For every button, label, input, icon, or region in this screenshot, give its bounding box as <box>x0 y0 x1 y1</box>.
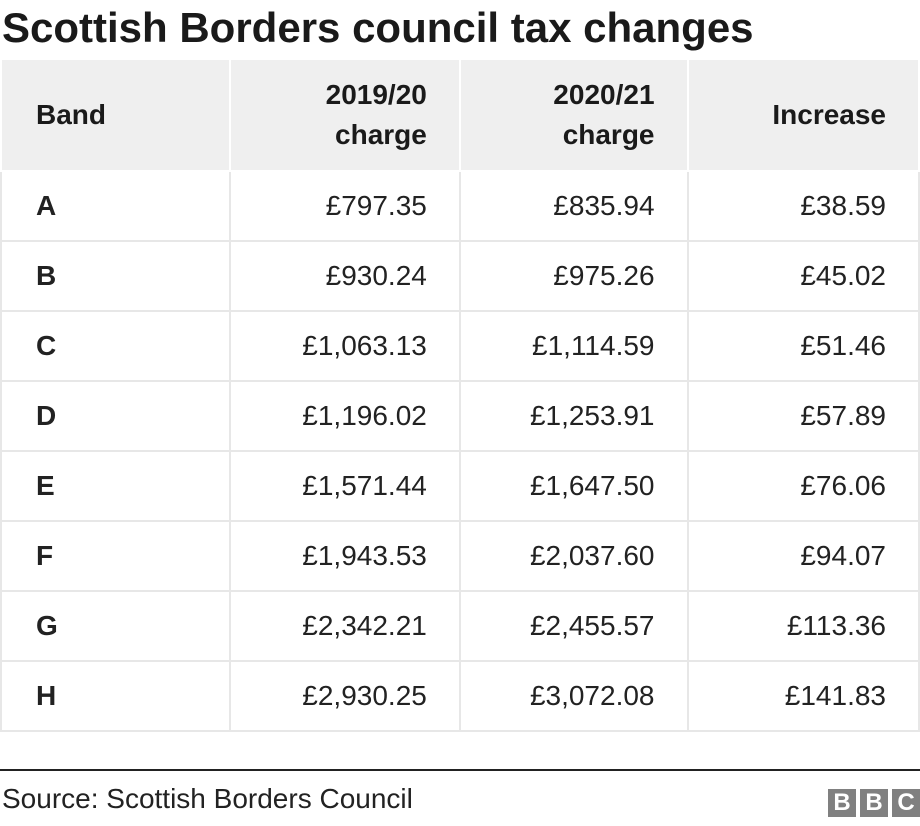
header-increase: Increase <box>686 58 920 172</box>
table-row: A £797.35 £835.94 £38.59 <box>0 170 920 242</box>
logo-letter: C <box>892 789 920 817</box>
increase-cell: £113.36 <box>686 590 920 662</box>
band-cell: E <box>0 450 232 522</box>
table-row: F £1,943.53 £2,037.60 £94.07 <box>0 520 920 592</box>
increase-cell: £94.07 <box>686 520 920 592</box>
charge-2020-21-cell: £835.94 <box>458 170 689 242</box>
header-2019-20-charge: 2019/20 charge <box>229 58 461 172</box>
charge-2019-20-cell: £1,063.13 <box>229 310 461 382</box>
charge-2020-21-cell: £975.26 <box>458 240 689 312</box>
tax-table: Band 2019/20 charge 2020/21 charge Incre… <box>0 58 920 732</box>
table-row: G £2,342.21 £2,455.57 £113.36 <box>0 590 920 662</box>
table-row: C £1,063.13 £1,114.59 £51.46 <box>0 310 920 382</box>
header-row: Band 2019/20 charge 2020/21 charge Incre… <box>0 58 920 172</box>
chart-title: Scottish Borders council tax changes <box>2 4 754 51</box>
increase-cell: £57.89 <box>686 380 920 452</box>
header-2020-21-charge-label: 2020/21 charge <box>553 79 655 150</box>
charge-2019-20-cell: £930.24 <box>229 240 461 312</box>
increase-cell: £38.59 <box>686 170 920 242</box>
band-cell: B <box>0 240 232 312</box>
charge-2019-20-cell: £1,196.02 <box>229 380 461 452</box>
source-note: Source: Scottish Borders Council <box>2 783 413 814</box>
charge-2020-21-cell: £1,253.91 <box>458 380 689 452</box>
band-cell: G <box>0 590 232 662</box>
charge-2020-21-cell: £3,072.08 <box>458 660 689 732</box>
increase-cell: £141.83 <box>686 660 920 732</box>
table-row: H £2,930.25 £3,072.08 £141.83 <box>0 660 920 732</box>
band-cell: C <box>0 310 232 382</box>
header-2019-20-charge-label: 2019/20 charge <box>325 79 427 150</box>
footer-divider <box>0 769 920 771</box>
charge-2019-20-cell: £2,930.25 <box>229 660 461 732</box>
increase-cell: £51.46 <box>686 310 920 382</box>
charge-2019-20-cell: £2,342.21 <box>229 590 461 662</box>
increase-cell: £45.02 <box>686 240 920 312</box>
logo-letter: B <box>828 789 856 817</box>
header-2020-21-charge: 2020/21 charge <box>458 58 689 172</box>
table-row: D £1,196.02 £1,253.91 £57.89 <box>0 380 920 452</box>
charge-2019-20-cell: £797.35 <box>229 170 461 242</box>
bbc-logo: B B C <box>828 789 920 817</box>
table-row: B £930.24 £975.26 £45.02 <box>0 240 920 312</box>
charge-2020-21-cell: £2,455.57 <box>458 590 689 662</box>
band-cell: D <box>0 380 232 452</box>
band-cell: F <box>0 520 232 592</box>
header-band: Band <box>0 58 232 172</box>
logo-letter: B <box>860 789 888 817</box>
charge-2020-21-cell: £1,647.50 <box>458 450 689 522</box>
table-row: E £1,571.44 £1,647.50 £76.06 <box>0 450 920 522</box>
increase-cell: £76.06 <box>686 450 920 522</box>
charge-2020-21-cell: £1,114.59 <box>458 310 689 382</box>
charge-2020-21-cell: £2,037.60 <box>458 520 689 592</box>
charge-2019-20-cell: £1,943.53 <box>229 520 461 592</box>
band-cell: A <box>0 170 232 242</box>
band-cell: H <box>0 660 232 732</box>
charge-2019-20-cell: £1,571.44 <box>229 450 461 522</box>
